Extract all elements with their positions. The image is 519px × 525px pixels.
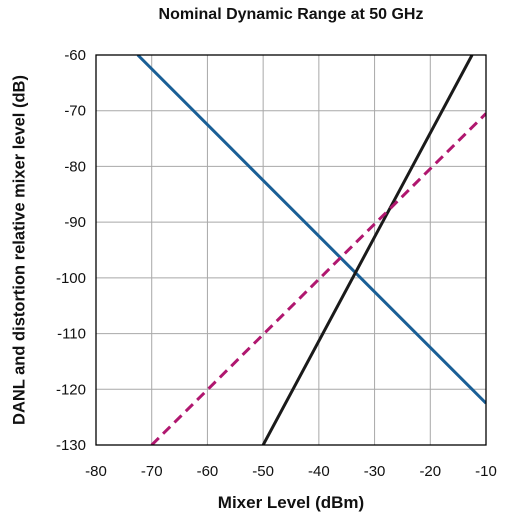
y-tick-label: -70	[64, 103, 86, 120]
series-line-3	[150, 112, 486, 445]
y-tick-label: -80	[64, 158, 86, 175]
y-tick-label: -100	[56, 270, 86, 287]
series-lines	[136, 55, 486, 445]
x-tick-label: -70	[141, 463, 163, 480]
x-tick-label: -50	[252, 463, 274, 480]
x-tick-label: -10	[475, 463, 497, 480]
x-tick-label: -60	[197, 463, 219, 480]
tick-labels: -80 -70 -60 -50 -40 -30 -20 -10 -60 -70 -80 -90 -100…	[56, 47, 497, 480]
y-tick-label: -120	[56, 381, 86, 398]
x-axis-label: Mixer Level (dBm)	[217, 493, 365, 512]
x-tick-label: -20	[419, 463, 441, 480]
y-tick-label: -130	[56, 437, 86, 454]
x-tick-label: -80	[85, 463, 107, 480]
y-tick-label: -110	[57, 326, 86, 343]
x-tick-label: -40	[308, 463, 330, 480]
chart-title: Nominal Dynamic Range at 50 GHz	[158, 6, 424, 23]
series-line-2	[261, 55, 474, 445]
y-tick-label: -60	[64, 47, 86, 64]
grid-lines	[96, 55, 486, 445]
series-line-1	[136, 55, 486, 405]
plot-frame	[95, 54, 487, 446]
y-tick-label: -90	[64, 214, 86, 231]
x-tick-label: -30	[364, 463, 386, 480]
